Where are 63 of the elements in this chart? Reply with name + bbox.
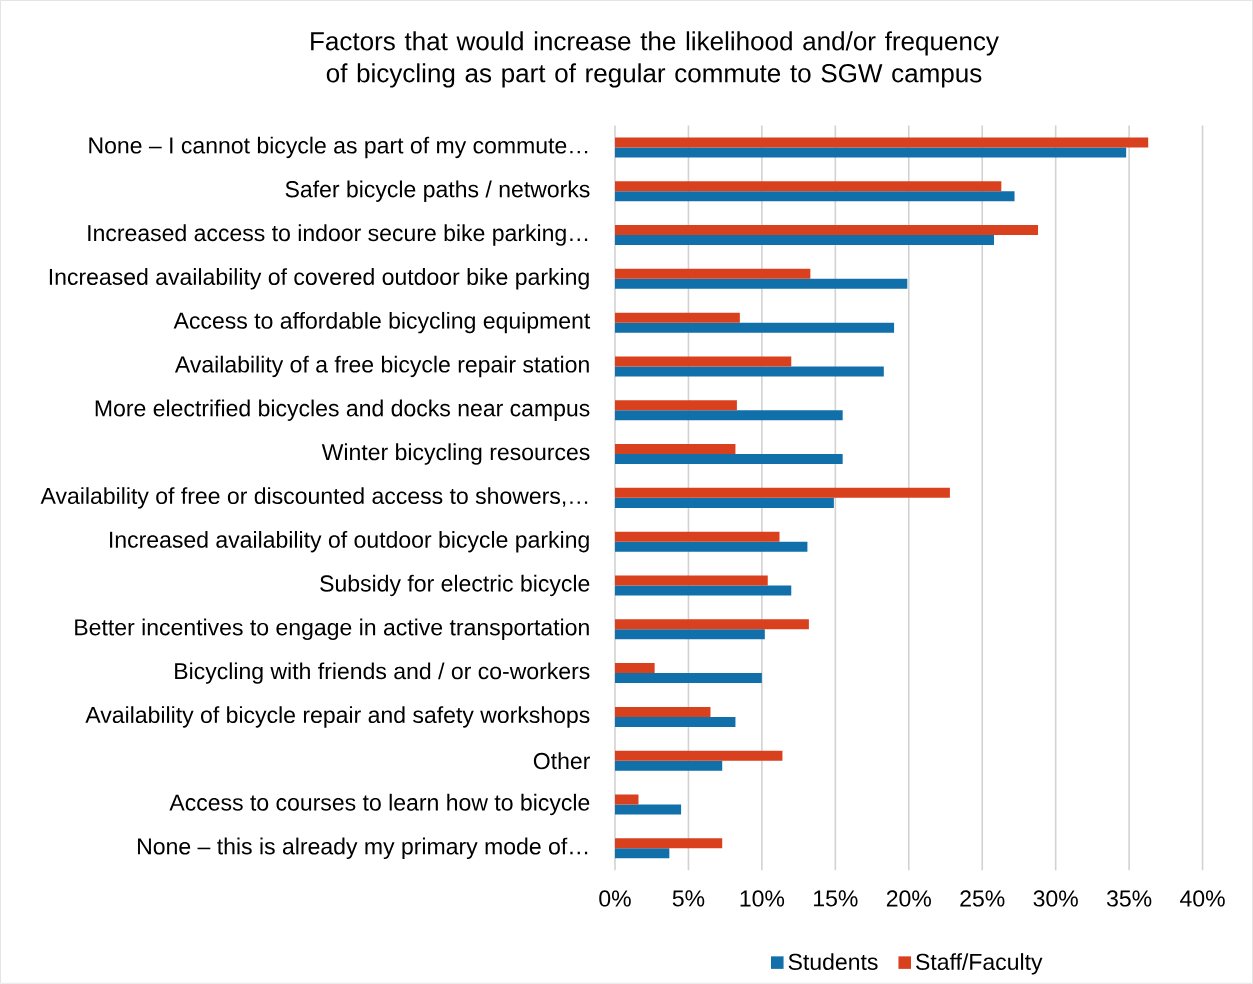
bar — [615, 760, 723, 771]
bar — [615, 454, 843, 465]
y-tick-label: Increased access to indoor secure bike parking… — [88, 224, 588, 246]
bar — [615, 400, 737, 411]
chart-title: Factors that would increase the likelihood and/or frequency of bicycling as part of regular commute to SGW campus — [311, 31, 999, 88]
y-tick-label: Availability of free or discounted access to showers,… — [40, 487, 588, 509]
x-tick-label: 5% — [672, 890, 705, 907]
y-tick-label: Safer bicycle paths / networks — [285, 180, 590, 203]
bar — [615, 541, 808, 552]
x-tick-label: 25% — [960, 890, 1005, 907]
bar — [615, 629, 765, 640]
bar — [615, 663, 655, 674]
bar — [615, 147, 1127, 158]
bar — [615, 322, 895, 333]
bar — [615, 487, 950, 498]
bar — [615, 804, 682, 815]
bar — [615, 410, 843, 421]
bar — [615, 750, 783, 761]
bar — [615, 312, 740, 323]
x-tick-label: 40% — [1180, 890, 1225, 907]
bar — [615, 268, 811, 279]
bar — [615, 794, 639, 805]
y-tick-label: None – I cannot bicycle as part of my commute… — [89, 136, 588, 159]
x-tick-label: 0% — [599, 890, 631, 907]
bar — [615, 235, 994, 246]
x-tick-label: 30% — [1033, 890, 1078, 907]
bar — [615, 225, 1039, 236]
legend-label: Staff/Faculty — [916, 953, 1043, 975]
y-tick-label: Availability of a free bicycle repair station — [174, 355, 589, 378]
y-tick-label: Increased availability of covered outdoor bike parking — [49, 268, 589, 290]
x-tick-label: 35% — [1106, 890, 1152, 907]
bar — [615, 575, 768, 586]
y-tick-label: Access to affordable bicycling equipment — [173, 312, 591, 334]
x-tick-label: 20% — [886, 890, 931, 907]
y-tick-label: Availability of bicycle repair and safety workshops — [85, 706, 590, 728]
bar — [615, 137, 1149, 148]
bar — [615, 531, 780, 542]
x-tick-label: 15% — [814, 890, 858, 907]
bar — [615, 619, 809, 630]
x-tick-label: 10% — [740, 890, 785, 907]
bar — [615, 838, 723, 849]
legend-label: Students — [788, 953, 878, 971]
bar — [615, 707, 711, 718]
bar — [615, 673, 762, 684]
bar — [615, 585, 792, 596]
y-tick-label: Subsidy for electric bicycle — [320, 574, 590, 597]
y-tick-label: Other — [533, 752, 590, 770]
bar — [615, 191, 1015, 202]
bar — [615, 498, 834, 509]
y-tick-label: More electrified bicycles and docks near campus — [95, 399, 590, 422]
y-tick-label: Bicycling with friends and / or co-workers — [175, 662, 590, 684]
bar — [615, 181, 1002, 192]
y-tick-label: Winter bicycling resources — [321, 443, 590, 465]
bar — [615, 848, 670, 859]
y-tick-label: Access to courses to learn how to bicycle — [169, 793, 590, 816]
bar — [615, 444, 736, 455]
bar — [615, 356, 792, 367]
bar — [615, 278, 908, 289]
y-tick-label: Better incentives to engage in active transportation — [75, 618, 589, 641]
y-tick-label: Increased availability of outdoor bicycle parking — [110, 531, 589, 553]
bar — [615, 717, 736, 728]
y-tick-label: None – this is already my primary mode of… — [138, 837, 588, 860]
bar — [615, 366, 884, 377]
